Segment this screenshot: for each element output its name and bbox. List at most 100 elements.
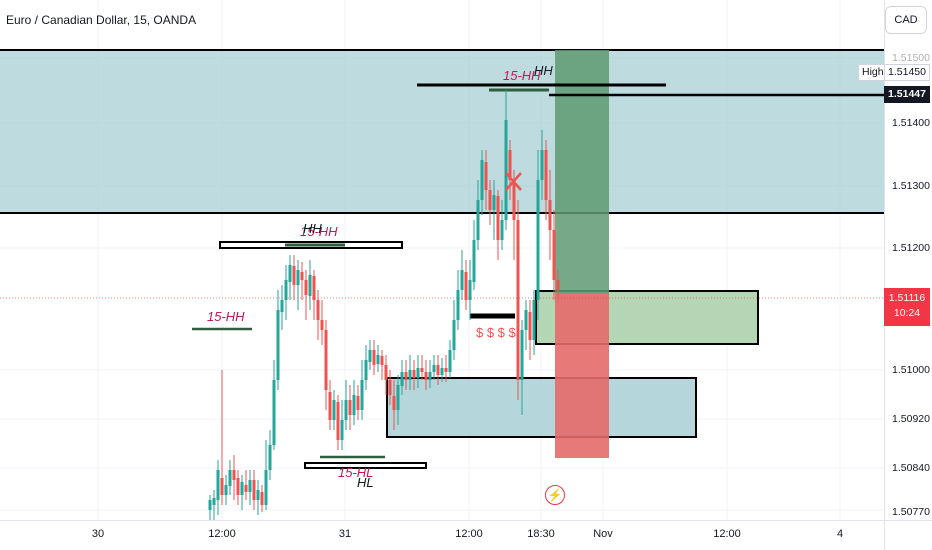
- candle-body: [288, 265, 292, 282]
- supply-zone: [0, 50, 884, 213]
- price-label-6: 1.50840: [892, 462, 930, 474]
- candle-body: [268, 445, 272, 470]
- lightning-alert-icon[interactable]: ⚡: [545, 485, 565, 505]
- candle-body: [236, 478, 240, 495]
- candle-body: [308, 275, 312, 296]
- time-label-4: 18:30: [527, 528, 555, 540]
- currency-button[interactable]: CAD: [885, 6, 927, 34]
- candle-body: [240, 482, 244, 495]
- candle-body: [336, 402, 340, 440]
- candle-body: [456, 290, 460, 320]
- candle-body: [264, 470, 268, 505]
- current-price-value: 1.51116: [888, 292, 926, 304]
- time-label-1: 12:00: [208, 528, 236, 540]
- candle-body: [448, 350, 452, 372]
- chart-canvas[interactable]: 15-HH HH 15-HH HH 15-HH 15-HL HL $ $ $ $: [0, 0, 884, 520]
- hl-label: 15-HL: [338, 465, 373, 480]
- candle-body: [476, 200, 480, 240]
- candle-body: [272, 380, 276, 445]
- candle-body: [320, 320, 324, 330]
- candle-body: [304, 280, 308, 295]
- candle-body: [488, 190, 492, 210]
- time-label-5: Nov: [593, 528, 613, 540]
- candle-body: [520, 330, 524, 380]
- candle-body: [224, 485, 228, 495]
- stop-zone: [555, 294, 609, 458]
- candle-body: [348, 400, 352, 415]
- candle-body: [508, 150, 512, 180]
- candle-body: [544, 150, 548, 200]
- hh-mid-overlay-label: 15-HH: [300, 224, 338, 239]
- cross-mark: [505, 172, 522, 191]
- candle-body: [436, 365, 440, 375]
- candle-body: [452, 320, 456, 350]
- candle-body: [332, 400, 336, 420]
- candle-body: [416, 368, 420, 378]
- candle-body: [376, 355, 380, 364]
- candle-body: [404, 372, 408, 380]
- candle-body: [372, 350, 376, 365]
- symbol-title[interactable]: Euro / Canadian Dollar, 15, OANDA: [6, 13, 197, 27]
- candle-body: [484, 162, 488, 190]
- candle-body: [440, 368, 444, 375]
- hl-suffix: HL: [357, 475, 374, 490]
- candle-body: [360, 380, 364, 410]
- candle-body: [432, 365, 436, 372]
- candle-body: [220, 478, 224, 495]
- candle-body: [352, 395, 356, 415]
- candle-body: [504, 120, 508, 220]
- hh-mid-label: HH: [303, 221, 322, 236]
- high-price-label: 1.51450: [884, 64, 930, 81]
- candle-body: [420, 368, 424, 372]
- candle-body: [556, 280, 560, 290]
- candle-body: [276, 310, 280, 380]
- price-label-1: 1.51400: [892, 117, 930, 129]
- price-label-4: 1.51000: [892, 364, 930, 376]
- candle-body: [388, 380, 392, 395]
- marked-price-label: 1.51447: [884, 86, 930, 103]
- time-axis[interactable]: 30 12:00 31 12:00 18:30 Nov 12:00 4: [0, 520, 884, 550]
- candle-body: [216, 470, 220, 500]
- price-label-5: 1.50920: [892, 413, 930, 425]
- candle-body: [300, 272, 304, 280]
- candle-body: [528, 312, 532, 340]
- chart-area[interactable]: 15-HH HH 15-HH HH 15-HH 15-HL HL $ $ $ $…: [0, 0, 884, 520]
- candle-body: [424, 372, 428, 380]
- axis-corner: [884, 520, 932, 550]
- candle-body: [368, 350, 372, 362]
- candle-body: [292, 266, 296, 285]
- candle-body: [532, 300, 536, 340]
- countdown-value: 10:24: [893, 307, 921, 319]
- target-zone: [555, 50, 609, 294]
- time-label-7: 4: [836, 528, 844, 540]
- candle-body: [340, 420, 344, 440]
- candle-body: [468, 280, 472, 300]
- candle-body: [228, 470, 232, 486]
- current-price-label: 1.51116 10:24: [884, 288, 930, 326]
- candle-body: [444, 368, 448, 372]
- time-label-2: 31: [338, 528, 352, 540]
- candle-body: [356, 396, 360, 410]
- candle-body: [400, 372, 404, 386]
- candle-body: [500, 220, 504, 240]
- price-label-partial: 1.51500: [892, 52, 930, 64]
- candle-body: [364, 360, 368, 380]
- time-label-0: 30: [91, 528, 105, 540]
- price-label-2: 1.51300: [892, 180, 930, 192]
- candle-body: [512, 180, 516, 220]
- candle-body: [536, 180, 540, 300]
- candle-body: [212, 498, 216, 505]
- candle-body: [324, 330, 328, 390]
- candle-body: [552, 230, 556, 280]
- candle-body: [548, 200, 552, 230]
- candle-body: [312, 276, 316, 300]
- candle-body: [208, 500, 212, 510]
- hh-top-suffix: HH: [534, 63, 553, 78]
- candle-body: [296, 270, 300, 285]
- candle-body: [412, 370, 416, 378]
- candle-body: [328, 392, 332, 420]
- candle-body: [428, 372, 432, 380]
- candle-body: [492, 195, 496, 210]
- candle-body: [460, 270, 464, 290]
- candle-body: [344, 400, 348, 420]
